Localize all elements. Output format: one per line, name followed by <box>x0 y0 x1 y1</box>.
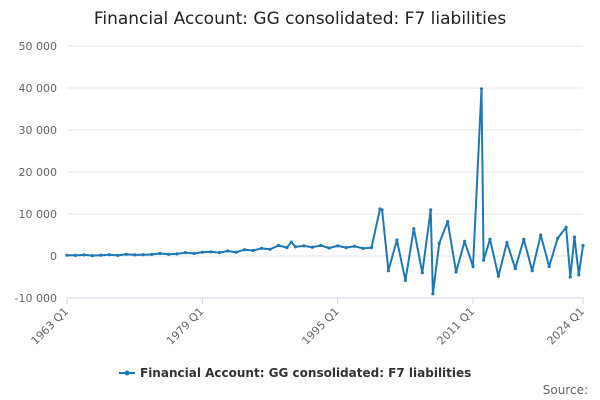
data-point[interactable] <box>488 237 492 241</box>
data-point[interactable] <box>581 243 585 248</box>
legend[interactable]: Financial Account: GG consolidated: F7 l… <box>119 366 471 380</box>
data-point[interactable] <box>319 243 323 248</box>
data-point[interactable] <box>124 252 128 256</box>
data-point[interactable] <box>522 237 526 241</box>
legend-marker <box>124 370 130 376</box>
data-point[interactable] <box>482 258 486 262</box>
x-tick-label: 1979 Q1 <box>164 305 207 348</box>
data-point[interactable] <box>133 253 137 257</box>
data-point[interactable] <box>200 250 204 254</box>
data-point[interactable] <box>310 245 314 249</box>
data-point[interactable] <box>395 238 399 242</box>
series-path <box>66 87 584 295</box>
data-point[interactable] <box>150 252 154 257</box>
data-point[interactable] <box>234 250 238 254</box>
data-point[interactable] <box>556 236 560 240</box>
y-tick-label: 20 000 <box>19 166 58 179</box>
data-point[interactable] <box>183 251 187 255</box>
y-tick-label: 10 000 <box>19 208 58 221</box>
x-tick-label: 1963 Q1 <box>29 305 72 348</box>
data-point[interactable] <box>505 241 509 245</box>
data-point[interactable] <box>268 247 272 251</box>
data-point[interactable] <box>344 246 348 250</box>
data-point[interactable] <box>454 270 458 274</box>
data-point[interactable] <box>243 248 247 252</box>
data-point[interactable] <box>226 249 230 253</box>
data-point[interactable] <box>429 208 433 212</box>
data-point[interactable] <box>65 253 69 257</box>
data-point[interactable] <box>568 275 572 279</box>
data-point[interactable] <box>412 227 416 231</box>
data-point[interactable] <box>437 241 441 245</box>
data-point[interactable] <box>276 243 281 248</box>
source-label: Source: <box>543 383 588 397</box>
data-point[interactable] <box>513 267 517 271</box>
data-point[interactable] <box>361 246 365 250</box>
data-point[interactable] <box>369 246 374 250</box>
data-point[interactable] <box>530 269 534 273</box>
x-tick-label: 2011 Q1 <box>435 305 478 348</box>
data-point[interactable] <box>293 245 297 249</box>
y-tick-label: 40 000 <box>19 82 58 95</box>
data-point[interactable] <box>289 240 293 244</box>
data-point[interactable] <box>73 253 78 257</box>
data-point[interactable] <box>386 269 390 273</box>
data-point[interactable] <box>141 253 145 257</box>
data-point[interactable] <box>336 244 340 248</box>
data-point[interactable] <box>572 235 577 239</box>
gridlines <box>67 45 583 299</box>
data-point[interactable] <box>90 254 94 258</box>
data-point[interactable] <box>260 246 264 250</box>
data-point[interactable] <box>327 246 331 250</box>
y-tick-label: -10 000 <box>15 292 57 305</box>
y-tick-label: 30 000 <box>19 124 58 137</box>
data-point[interactable] <box>107 253 111 257</box>
data-point[interactable] <box>99 253 103 257</box>
x-tick-label: 2024 Q1 <box>545 305 588 348</box>
y-tick-label: 0 <box>50 250 57 263</box>
data-point[interactable] <box>420 271 424 275</box>
series-line[interactable] <box>65 87 585 296</box>
y-tick-label: 50 000 <box>19 40 58 53</box>
data-point[interactable] <box>166 252 171 256</box>
y-axis: -10 000 0 10 000 20 000 30 000 40 000 50 000 <box>15 40 57 305</box>
data-point[interactable] <box>251 248 255 253</box>
x-axis: 1963 Q1 1979 Q1 1995 Q1 2011 Q1 2024 Q1 <box>29 297 588 348</box>
x-tick-label: 1995 Q1 <box>299 305 342 348</box>
data-point[interactable] <box>403 278 407 282</box>
data-point[interactable] <box>82 253 86 257</box>
legend-label: Financial Account: GG consolidated: F7 l… <box>140 366 471 380</box>
data-point[interactable] <box>158 251 162 256</box>
data-point[interactable] <box>302 244 306 248</box>
data-point[interactable] <box>217 251 221 255</box>
data-point[interactable] <box>285 246 289 250</box>
data-point[interactable] <box>380 208 384 212</box>
data-point[interactable] <box>192 251 196 256</box>
data-point[interactable] <box>463 239 467 243</box>
data-point[interactable] <box>547 264 551 269</box>
data-point[interactable] <box>564 225 568 229</box>
data-point[interactable] <box>175 252 179 256</box>
data-point[interactable] <box>446 220 450 224</box>
data-point[interactable] <box>471 264 475 269</box>
data-point[interactable] <box>431 292 435 296</box>
data-point[interactable] <box>479 87 484 91</box>
data-point[interactable] <box>209 250 213 254</box>
data-point[interactable] <box>353 244 357 248</box>
data-point[interactable] <box>577 273 581 277</box>
data-point[interactable] <box>496 274 500 278</box>
chart-title: Financial Account: GG consolidated: F7 l… <box>94 9 507 29</box>
data-point[interactable] <box>116 253 120 257</box>
data-point[interactable] <box>539 233 543 237</box>
